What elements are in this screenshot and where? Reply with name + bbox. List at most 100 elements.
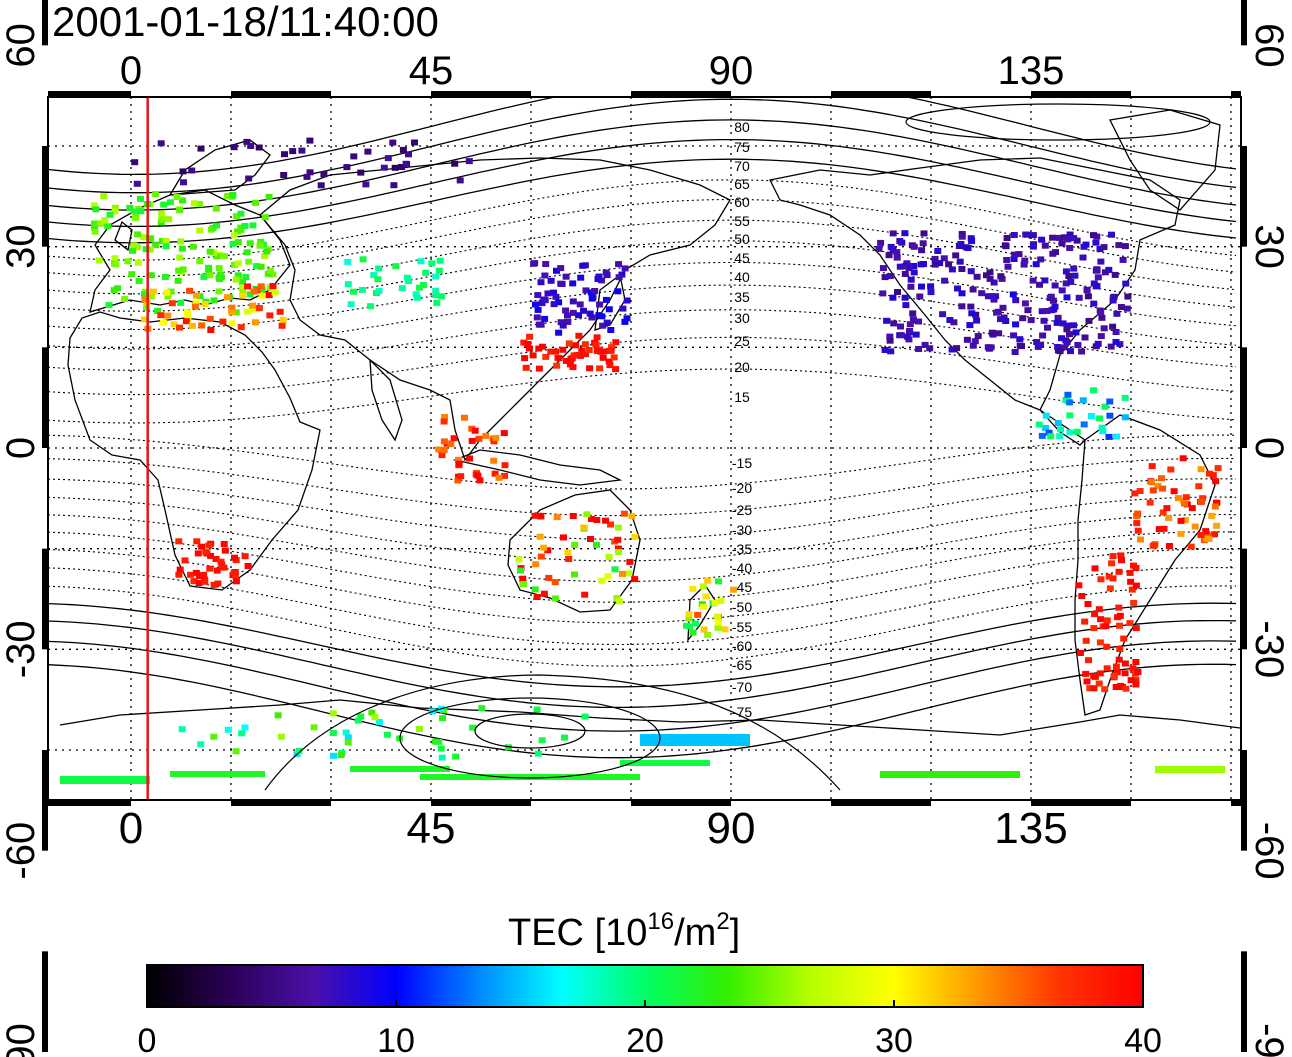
tec-cell [437, 745, 445, 752]
tec-cell [190, 200, 198, 207]
tec-cell [412, 291, 420, 298]
tec-cell [368, 709, 376, 716]
tec-cell [1086, 685, 1094, 692]
tec-cell [179, 266, 187, 273]
tec-cell [375, 265, 383, 272]
tec-cell [495, 474, 503, 481]
tec-cell [126, 204, 134, 211]
coastline-india [369, 358, 403, 442]
tec-cell [111, 204, 119, 211]
mag-lat-label: 25 [734, 333, 750, 349]
tec-cell [166, 199, 174, 206]
right-tick-label: -60 [1247, 822, 1291, 880]
tec-cell [538, 343, 546, 350]
tec-cell [243, 249, 251, 256]
tec-cell [342, 729, 350, 736]
tec-cell [250, 306, 258, 313]
tec-cell [626, 558, 634, 565]
frame-bar-bottom [231, 800, 331, 806]
tec-cell [526, 333, 534, 340]
tec-cell [1177, 517, 1185, 524]
tec-cell [1155, 526, 1163, 533]
tec-cell [1187, 543, 1195, 550]
tec-cell [613, 595, 621, 601]
tec-cell [1132, 565, 1140, 571]
frame-bar-top [1031, 91, 1131, 97]
tec-cell [1040, 317, 1048, 324]
tec-cell [202, 549, 210, 556]
tec-cell [160, 201, 168, 208]
tec-cell [238, 730, 246, 737]
tec-cell [1084, 293, 1092, 300]
tec-cell [431, 738, 439, 745]
tec-cell [230, 144, 238, 151]
tec-cell [237, 210, 245, 217]
frame-bar-bottom [431, 800, 531, 806]
tec-cell [1011, 349, 1019, 355]
tec-cell [175, 267, 183, 274]
coastline-south-america [1074, 414, 1216, 716]
tec-cell [1179, 455, 1187, 462]
tec-cell [1059, 320, 1067, 327]
tec-cell [1134, 527, 1142, 534]
tec-cell [561, 734, 568, 741]
tec-cell [934, 248, 942, 254]
frame-bar-left [42, 0, 48, 46]
tec-cell [1109, 297, 1117, 304]
tec-cell [1071, 272, 1079, 279]
tec-cell [605, 554, 613, 560]
tec-cell [158, 210, 166, 217]
tec-cell [628, 513, 636, 520]
tec-cell [969, 286, 977, 293]
tec-cell [607, 521, 615, 528]
polar-contours [264, 103, 1211, 791]
tec-cell [907, 276, 915, 283]
tec-cell [1116, 341, 1124, 348]
tec-cell [1146, 499, 1154, 506]
frame-bar-right [1241, 548, 1247, 650]
tec-cell [124, 258, 132, 265]
south-polar-contour-mid [399, 697, 661, 779]
frame-bar-bottom [48, 800, 131, 806]
tec-cell [918, 247, 926, 254]
tec-cell [95, 257, 103, 264]
tec-cell [1110, 672, 1118, 679]
tec-cell [1047, 433, 1055, 440]
tec-cell [258, 292, 266, 299]
frame-bar-right [1241, 347, 1247, 448]
tec-cell [699, 604, 707, 610]
tec-cell [234, 228, 241, 235]
tec-cell [569, 364, 577, 371]
tec-cell [440, 446, 448, 453]
tec-cell [730, 586, 737, 593]
tec-cell [168, 300, 176, 307]
tec-cell [252, 319, 259, 326]
tec-cell [1041, 424, 1049, 431]
tec-cell [212, 205, 220, 212]
tec-cell [245, 175, 253, 182]
tec-cell [1051, 303, 1059, 310]
tec-cell [1096, 246, 1104, 252]
tec-cell [1205, 536, 1213, 542]
tec-cell [1179, 497, 1187, 504]
tec-cell [137, 195, 144, 202]
tec-cell [1111, 271, 1119, 278]
tec-cell [525, 345, 533, 352]
tec-cell [564, 312, 571, 319]
tec-cell [912, 331, 920, 338]
tec-cell [1034, 343, 1042, 350]
tec-cell [1115, 604, 1123, 611]
tec-cell [105, 302, 113, 309]
tec-cell [186, 287, 194, 294]
tec-cell [1067, 278, 1075, 285]
tec-cell [542, 353, 550, 360]
tec-cell [621, 265, 629, 272]
tec-cell [310, 724, 318, 731]
tec-cell [1064, 236, 1072, 243]
tec-cell [972, 311, 980, 318]
tec-cell [538, 737, 546, 744]
tec-cell [897, 323, 904, 330]
frame-bar-left [42, 548, 48, 650]
coastline-africa [67, 311, 321, 591]
tec-cell [1066, 399, 1074, 406]
